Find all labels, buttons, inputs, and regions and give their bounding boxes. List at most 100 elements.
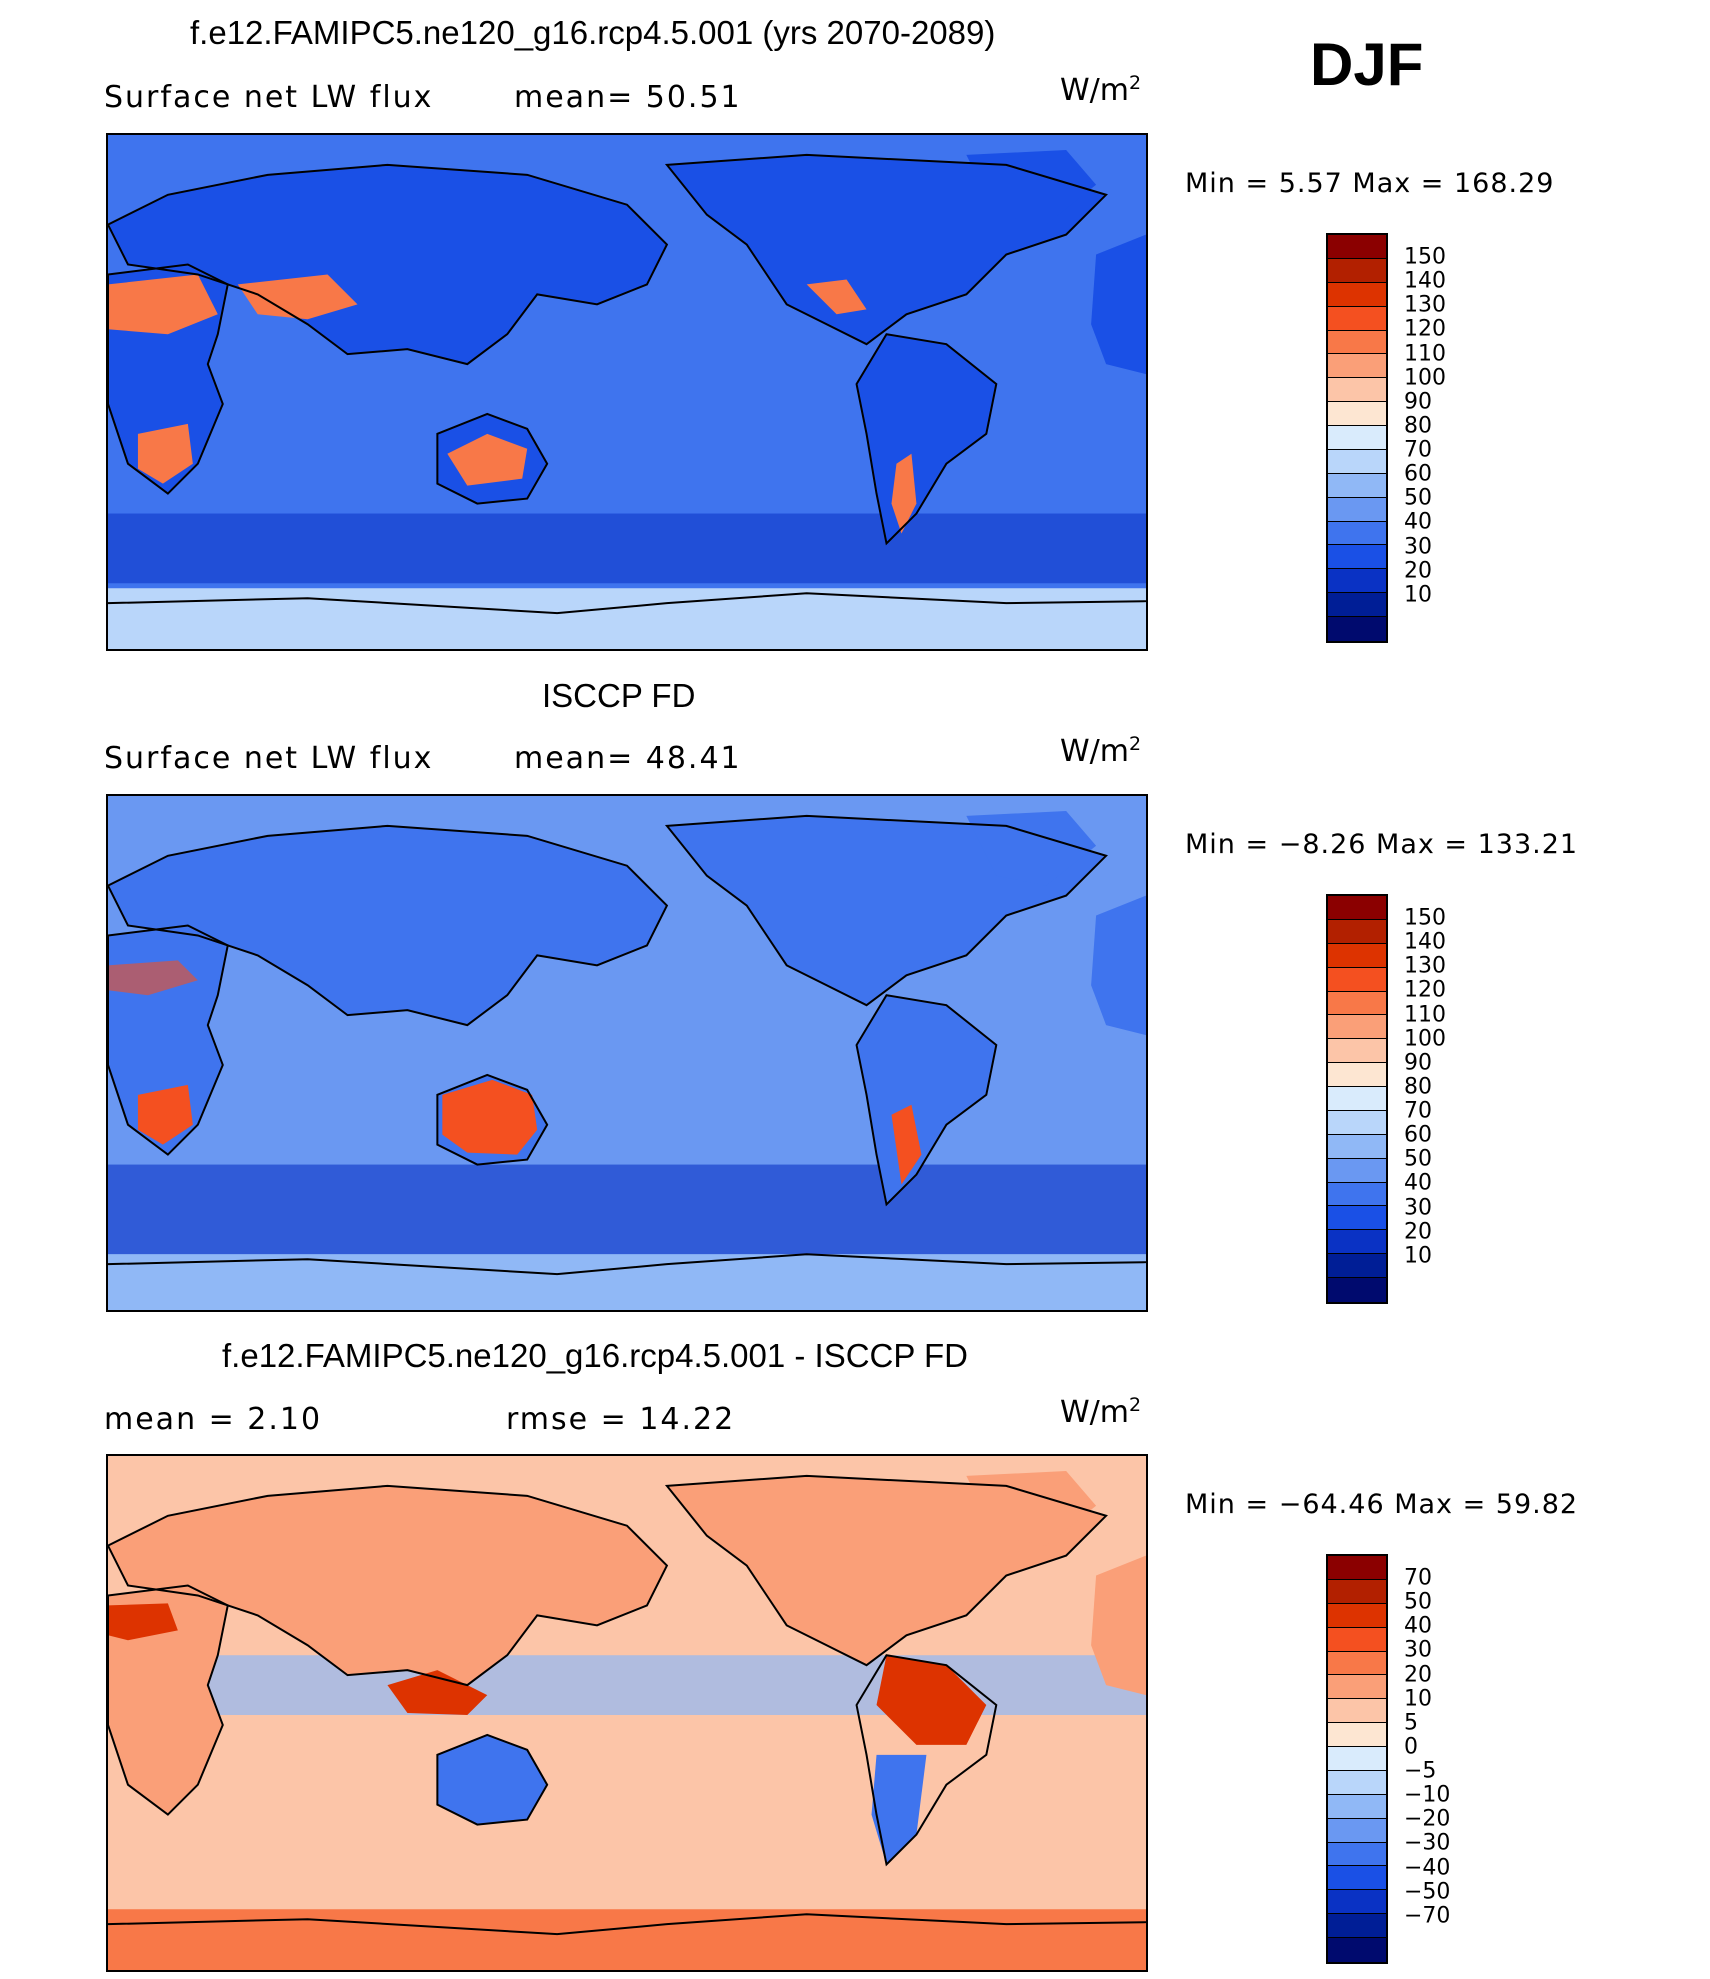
colorbar-tick-label: 50 [1404, 1146, 1432, 1172]
panel2-minmax: Min = −8.26 Max = 133.21 [1185, 829, 1579, 860]
colorbar-swatch [1328, 1158, 1386, 1183]
panel1-middle-east [237, 274, 358, 320]
panel2-colorbar [1326, 894, 1388, 1304]
colorbar-swatch [1328, 449, 1386, 474]
colorbar-tick-label: −40 [1404, 1855, 1451, 1881]
colorbar-tick-label: 90 [1404, 389, 1432, 415]
panel3-title: f.e12.FAMIPC5.ne120_g16.rcp4.5.001 - ISC… [222, 1337, 968, 1374]
colorbar-tick-label: 130 [1404, 292, 1446, 318]
panel3-minmax: Min = −64.46 Max = 59.82 [1185, 1489, 1579, 1520]
colorbar-tick-label: 20 [1404, 558, 1432, 584]
colorbar-tick-label: 140 [1404, 268, 1446, 294]
colorbar-swatch [1328, 1603, 1386, 1628]
colorbar-tick-label: 70 [1404, 437, 1432, 463]
colorbar-swatch [1328, 1723, 1386, 1747]
panel2-title: ISCCP FD [542, 677, 696, 714]
panel3-mean: mean = 2.10 [104, 1402, 323, 1437]
colorbar-tick-label: 60 [1404, 461, 1432, 487]
panel2-units: W/m2 [1060, 733, 1142, 769]
colorbar-swatch [1328, 306, 1386, 331]
panel2-coastline-eurasia [108, 824, 669, 1027]
season-label: DJF [1310, 31, 1424, 98]
panel1-west-europe [1091, 234, 1146, 375]
panel1-greenland [966, 149, 1097, 225]
panel3-coastline-antarctica [108, 1913, 1146, 1936]
colorbar-tick-label: 70 [1404, 1565, 1432, 1591]
colorbar-swatch [1328, 919, 1386, 944]
colorbar-tick-label: −50 [1404, 1879, 1451, 1905]
colorbar-swatch [1328, 1699, 1386, 1724]
colorbar-tick-label: 120 [1404, 977, 1446, 1003]
panel3-maritime-continent [387, 1670, 488, 1715]
colorbar-tick-label: 30 [1404, 534, 1432, 560]
colorbar-swatch [1328, 378, 1386, 403]
colorbar-tick-label: 130 [1404, 953, 1446, 979]
panel3-coastline-eurasia [108, 1484, 669, 1687]
colorbar-swatch [1328, 1842, 1386, 1867]
colorbar-tick-label: 10 [1404, 1243, 1432, 1269]
colorbar-swatch [1328, 1747, 1386, 1771]
colorbar-tick-label: 110 [1404, 341, 1446, 367]
panel1-coastline-north-america [664, 153, 1108, 346]
panel2-coastline-australia [436, 1073, 549, 1166]
panel2-deep-band [108, 1164, 1146, 1255]
colorbar-swatch [1328, 1206, 1386, 1231]
colorbar-tick-label: 50 [1404, 1589, 1432, 1615]
colorbar-tick-label: 40 [1404, 1613, 1432, 1639]
panel1-coastline-antarctica [108, 592, 1146, 615]
colorbar-swatch [1328, 426, 1386, 450]
panel3-africa [108, 1585, 228, 1815]
panel3-units: W/m2 [1060, 1394, 1142, 1430]
panel3-sahel [108, 1603, 178, 1641]
colorbar-swatch [1328, 235, 1386, 259]
panel1-map-svg [108, 135, 1146, 649]
colorbar-swatch [1328, 1794, 1386, 1819]
panel2-south-africa [137, 1084, 193, 1145]
panel3-coastline-north-america [664, 1474, 1108, 1667]
colorbar-tick-label: 40 [1404, 1170, 1432, 1196]
panel3-rmse: rmse = 14.22 [506, 1402, 736, 1437]
colorbar-tick-label: 100 [1404, 1026, 1446, 1052]
panel1-antarctica [108, 588, 1146, 649]
colorbar-swatch [1328, 1087, 1386, 1111]
colorbar-swatch [1328, 1110, 1386, 1135]
colorbar-swatch [1328, 1254, 1386, 1278]
panel3-west-europe [1091, 1555, 1146, 1696]
colorbar-tick-label: 10 [1404, 1686, 1432, 1712]
panel3-coastline-australia [436, 1733, 549, 1826]
colorbar-swatch [1328, 1579, 1386, 1604]
colorbar-tick-label: 40 [1404, 509, 1432, 535]
panel3-greenland [966, 1470, 1097, 1546]
colorbar-swatch [1328, 1039, 1386, 1064]
colorbar-tick-label: 120 [1404, 316, 1446, 342]
colorbar-swatch [1328, 1134, 1386, 1159]
panel3-amazon [876, 1655, 987, 1745]
colorbar-swatch [1328, 569, 1386, 594]
colorbar-tick-label: −20 [1404, 1806, 1451, 1832]
colorbar-tick-label: 70 [1404, 1098, 1432, 1124]
colorbar-swatch [1328, 991, 1386, 1016]
colorbar-swatch [1328, 1770, 1386, 1795]
panel2-coastline-north-america [664, 814, 1108, 1007]
colorbar-swatch [1328, 282, 1386, 307]
colorbar-tick-label: −70 [1404, 1903, 1451, 1929]
colorbar-swatch [1328, 943, 1386, 968]
colorbar-tick-label: −5 [1404, 1758, 1437, 1784]
panel2-coastline-antarctica [108, 1253, 1146, 1276]
colorbar-tick-label: 10 [1404, 582, 1432, 608]
colorbar-swatch [1328, 896, 1386, 920]
panel1-coastline-australia [436, 412, 549, 505]
panel1-coastline-africa [108, 263, 229, 495]
colorbar-swatch [1328, 1890, 1386, 1915]
panel3-australia [437, 1734, 548, 1825]
colorbar-tick-label: 0 [1404, 1734, 1418, 1760]
colorbar-swatch [1328, 1914, 1386, 1938]
colorbar-tick-label: 110 [1404, 1002, 1446, 1028]
colorbar-tick-label: 20 [1404, 1662, 1432, 1688]
panel3-coastline-africa [108, 1584, 229, 1816]
colorbar-tick-label: 5 [1404, 1710, 1418, 1736]
colorbar-swatch [1328, 593, 1386, 617]
panel3-tropical-band [108, 1655, 1146, 1715]
panel1-colorbar [1326, 233, 1388, 643]
panel1-eurasia [108, 164, 667, 365]
